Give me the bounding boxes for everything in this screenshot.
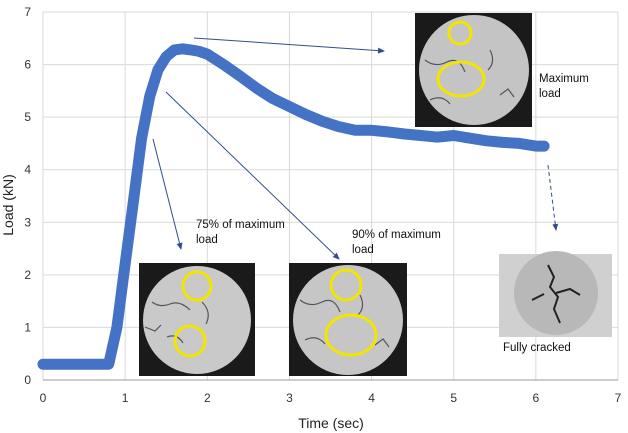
photo-75pct [139,263,255,376]
y-tick-label: 6 [24,58,31,72]
highlight-circle [329,268,363,302]
y-tick-label: 2 [24,268,31,282]
annotation-fully-cracked: Fully cracked [503,342,571,354]
highlight-circle [173,324,207,358]
arrow-fully-cracked [547,164,559,231]
arrow-maximum [193,37,385,54]
annotation-75pct-line2: load [196,234,218,246]
x-tick-label: 5 [450,391,457,405]
series-line [37,43,550,370]
highlight-circle [324,313,378,357]
annotation-90pct-line2: load [352,244,374,256]
y-tick-label: 7 [24,5,31,19]
highlight-circle [436,60,486,98]
series-load [37,43,550,370]
y-tick-label: 4 [24,163,31,177]
annotation-arrows [152,37,559,260]
photo-maximum [415,13,532,127]
x-axis-label: Time (sec) [298,415,364,431]
y-tick-label: 0 [24,373,31,387]
y-tick-label: 1 [24,320,31,334]
photo-fully-cracked [499,251,612,337]
arrow-90pct [165,91,340,260]
x-tick-label: 6 [533,391,540,405]
x-tick-label: 2 [204,391,211,405]
x-tick-label: 3 [286,391,293,405]
x-axis-ticks: 0 1 2 3 4 5 6 7 [40,391,622,405]
highlight-circle [447,20,473,46]
annotation-maximum-line1: Maximum [539,73,589,85]
x-tick-label: 0 [40,391,47,405]
highlight-circle [181,270,213,302]
annotation-75pct-line1: 75% of maximum [196,219,285,231]
x-tick-label: 7 [615,391,622,405]
arrow-75pct [152,138,183,250]
annotation-maximum-line2: load [539,88,561,100]
y-tick-label: 5 [24,110,31,124]
x-tick-label: 4 [368,391,375,405]
annotation-90pct-line1: 90% of maximum [352,229,441,241]
y-axis-ticks: 0 1 2 3 4 5 6 7 [24,5,31,387]
y-axis-label: Load (kN) [0,174,16,235]
x-tick-label: 1 [122,391,129,405]
annotations: 75% of maximum load 90% of maximum load … [196,73,589,354]
y-tick-label: 3 [24,215,31,229]
photo-90pct [289,263,407,376]
